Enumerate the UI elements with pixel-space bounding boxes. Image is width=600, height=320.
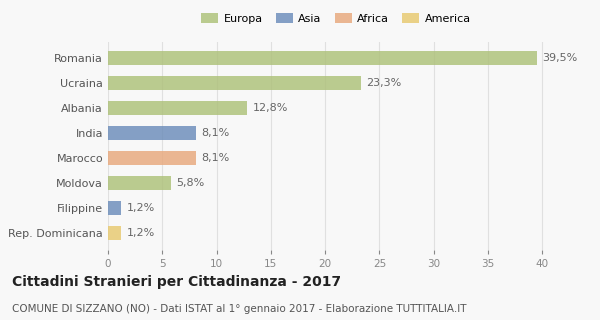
Text: 1,2%: 1,2% (127, 203, 155, 213)
Text: 5,8%: 5,8% (176, 178, 205, 188)
Bar (108, 151, 196, 165)
Text: 12,8%: 12,8% (253, 103, 288, 113)
Bar (108, 101, 247, 115)
Bar (108, 176, 171, 190)
Text: 8,1%: 8,1% (202, 153, 230, 163)
Bar (108, 126, 196, 140)
Bar (108, 76, 361, 90)
Text: 8,1%: 8,1% (202, 128, 230, 138)
Text: 1,2%: 1,2% (127, 228, 155, 238)
Text: COMUNE DI SIZZANO (NO) - Dati ISTAT al 1° gennaio 2017 - Elaborazione TUTTITALIA: COMUNE DI SIZZANO (NO) - Dati ISTAT al 1… (12, 304, 467, 314)
Text: 39,5%: 39,5% (542, 53, 578, 63)
Bar (108, 201, 121, 215)
Bar (108, 51, 537, 65)
Text: 23,3%: 23,3% (367, 78, 401, 88)
Bar (108, 226, 121, 240)
Text: Cittadini Stranieri per Cittadinanza - 2017: Cittadini Stranieri per Cittadinanza - 2… (12, 275, 341, 289)
Legend: Europa, Asia, Africa, America: Europa, Asia, Africa, America (197, 9, 475, 28)
